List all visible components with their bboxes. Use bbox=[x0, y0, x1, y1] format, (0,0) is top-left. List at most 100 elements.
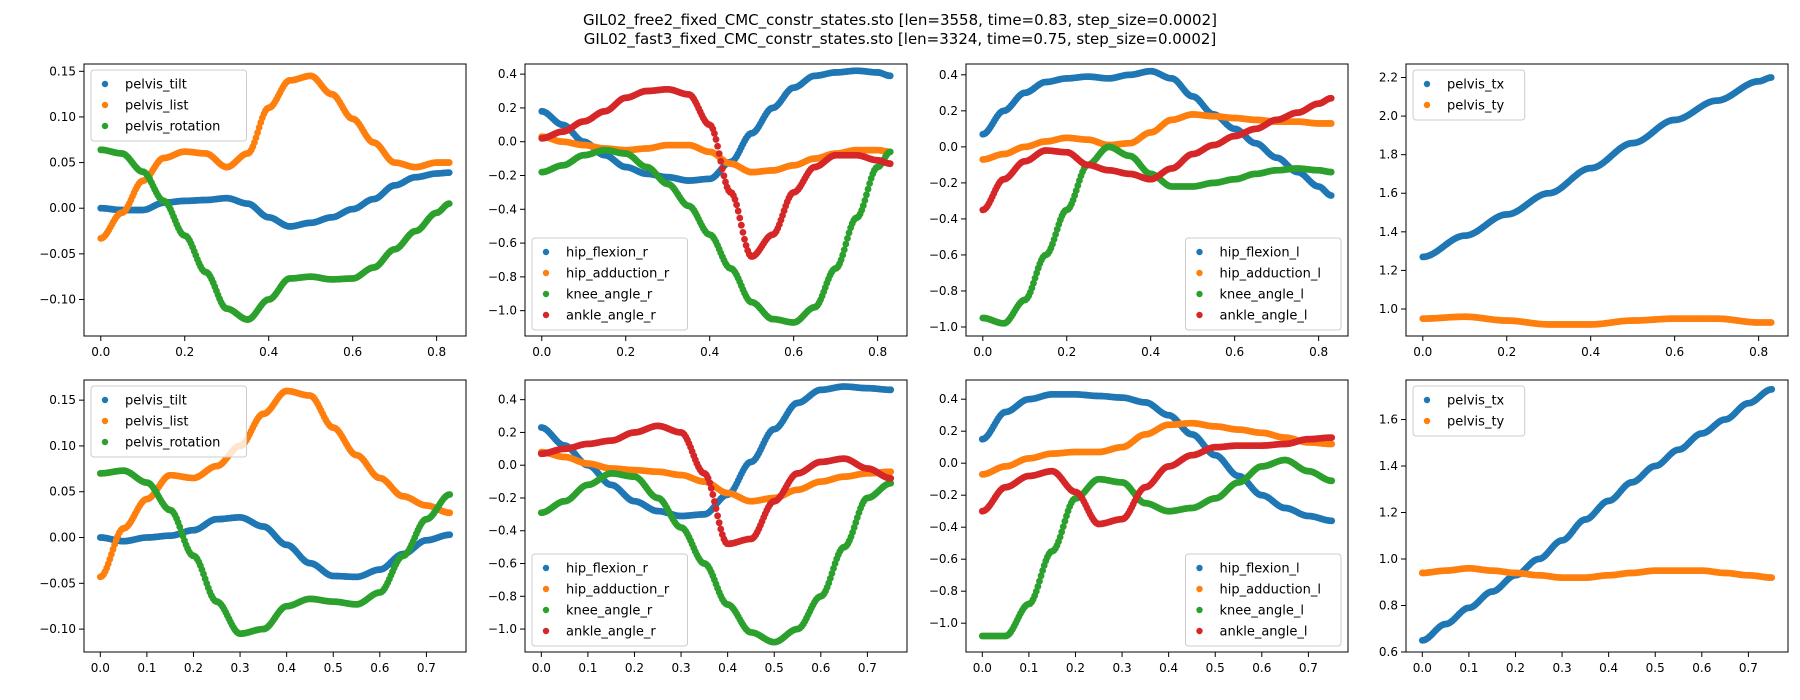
y-tick-label: −0.4 bbox=[488, 524, 517, 538]
legend-marker bbox=[542, 564, 550, 572]
y-tick-label: 1.2 bbox=[1379, 263, 1398, 277]
legend-marker bbox=[1423, 101, 1431, 109]
data-point bbox=[715, 519, 723, 527]
legend-label: ankle_angle_r bbox=[566, 625, 656, 640]
legend-marker bbox=[101, 417, 109, 425]
legend-box bbox=[90, 69, 247, 142]
y-tick-label: 0.00 bbox=[49, 201, 76, 215]
legend-box bbox=[90, 385, 247, 458]
y-tick-label: 2.0 bbox=[1379, 109, 1398, 123]
series-knee-angle-r bbox=[537, 470, 895, 646]
scatter-points bbox=[96, 387, 454, 638]
data-point bbox=[714, 142, 721, 150]
legend-box bbox=[1412, 69, 1526, 121]
x-tick-label: 0.8 bbox=[427, 345, 446, 359]
legend-marker bbox=[101, 396, 109, 404]
data-point bbox=[1327, 192, 1335, 199]
y-tick-label: 1.4 bbox=[1379, 225, 1398, 239]
series-pelvis-rotation bbox=[97, 146, 453, 323]
legend-marker bbox=[1196, 290, 1203, 298]
data-point bbox=[886, 72, 894, 80]
data-point bbox=[859, 202, 867, 210]
scatter-points bbox=[979, 67, 1335, 327]
legend-marker bbox=[101, 122, 109, 130]
x-tick-label: 0.6 bbox=[370, 661, 389, 675]
y-tick-label: −0.6 bbox=[929, 248, 958, 262]
data-point bbox=[741, 235, 748, 243]
subplot-5: 0.0 0.1 0.2 0.3 0.4 0.5 0.6 0.7−0.10−0.050.000.… bbox=[39, 379, 467, 675]
y-tick-label: 1.6 bbox=[1379, 186, 1398, 200]
legend-marker bbox=[1196, 269, 1203, 277]
data-point bbox=[717, 157, 725, 165]
x-tick-label: 0.8 bbox=[1749, 345, 1768, 359]
y-tick-label: −0.8 bbox=[929, 284, 958, 298]
y-tick-label: 0.15 bbox=[49, 393, 76, 407]
axes-frame bbox=[524, 379, 908, 653]
data-point bbox=[844, 234, 851, 242]
data-point bbox=[886, 160, 894, 168]
legend-marker bbox=[101, 438, 109, 446]
axes-frame bbox=[1405, 63, 1789, 337]
y-tick-label: −0.8 bbox=[488, 270, 517, 284]
y-tick-label: −0.2 bbox=[488, 169, 517, 183]
x-tick-label: 0.4 bbox=[1581, 345, 1600, 359]
legend: hip_flexion_rhip_adduction_rknee_angle_r… bbox=[531, 553, 688, 647]
series-ankle-angle-r bbox=[537, 422, 895, 548]
legend-box bbox=[531, 237, 688, 331]
data-point bbox=[861, 197, 869, 204]
x-tick-label: 0.0 bbox=[532, 661, 551, 675]
y-tick-label: −0.2 bbox=[488, 491, 517, 505]
x-tick-label: 0.4 bbox=[277, 661, 296, 675]
legend-label: knee_angle_r bbox=[566, 288, 653, 303]
y-tick-label: −0.10 bbox=[39, 292, 76, 306]
y-tick-label: −0.05 bbox=[39, 576, 76, 590]
y-tick-label: 1.0 bbox=[1379, 302, 1398, 316]
legend-label: hip_flexion_r bbox=[566, 562, 649, 577]
y-tick-label: −1.0 bbox=[929, 320, 958, 334]
data-point bbox=[737, 221, 745, 229]
x-tick-label: 0.0 bbox=[1413, 345, 1432, 359]
x-tick-label: 0.0 bbox=[532, 345, 551, 359]
data-point bbox=[445, 159, 453, 166]
data-point bbox=[887, 474, 895, 482]
data-point bbox=[842, 240, 850, 248]
data-point bbox=[731, 196, 739, 203]
subplot-6: 0.0 0.1 0.2 0.3 0.4 0.5 0.6 0.7−1.0−0.8−0.6−0.4… bbox=[488, 379, 908, 675]
subplot-7: 0.0 0.1 0.2 0.3 0.4 0.5 0.6 0.7−1.0−0.8−0.6−0.4… bbox=[929, 379, 1349, 675]
data-point bbox=[863, 191, 870, 199]
y-tick-label: 0.2 bbox=[498, 425, 517, 439]
legend-marker bbox=[542, 627, 550, 635]
x-tick-label: 0.3 bbox=[672, 661, 691, 675]
legend-label: pelvis_tx bbox=[1447, 78, 1505, 93]
subplot-2: 0.0 0.2 0.4 0.6 0.8−1.0−0.8−0.6−0.4−0.20.00.… bbox=[488, 63, 908, 359]
legend-marker bbox=[1196, 248, 1203, 256]
series-ankle-angle-r bbox=[538, 85, 894, 260]
axes-frame bbox=[83, 63, 467, 337]
scatter-points bbox=[978, 391, 1336, 640]
series-ankle-angle-l bbox=[979, 94, 1335, 214]
x-tick-label: 0.7 bbox=[417, 661, 436, 675]
legend: pelvis_tx pelvis_ty bbox=[1412, 69, 1526, 121]
legend-label: pelvis_rotation bbox=[125, 436, 220, 451]
data-point bbox=[1327, 120, 1335, 127]
x-tick-label: 0.0 bbox=[973, 345, 992, 359]
y-tick-label: 0.4 bbox=[498, 67, 517, 81]
y-tick-label: 2.2 bbox=[1379, 71, 1398, 85]
y-tick-label: −0.8 bbox=[488, 589, 517, 603]
legend-label: pelvis_rotation bbox=[125, 120, 220, 135]
data-point bbox=[839, 251, 847, 259]
x-tick-label: 0.2 bbox=[175, 345, 194, 359]
series-pelvis-tilt bbox=[97, 169, 453, 230]
y-tick-label: −1.0 bbox=[488, 622, 517, 636]
legend-marker bbox=[101, 101, 109, 109]
series-knee-angle-r bbox=[538, 146, 894, 326]
y-tick-label: −0.6 bbox=[488, 557, 517, 571]
legend-marker bbox=[101, 80, 109, 88]
legend-label: pelvis_ty bbox=[1447, 99, 1505, 114]
figure-title-line-1: GIL02_free2_fixed_CMC_constr_states.sto … bbox=[583, 11, 1217, 29]
legend-marker bbox=[1196, 311, 1203, 319]
legend-marker bbox=[542, 290, 550, 298]
series-hip-flexion-l bbox=[978, 391, 1336, 525]
y-tick-label: 0.05 bbox=[49, 156, 76, 170]
x-tick-label: 0.4 bbox=[259, 345, 278, 359]
